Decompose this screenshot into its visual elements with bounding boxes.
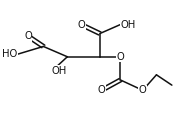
Text: O: O [77,19,85,30]
Text: O: O [117,52,124,62]
Text: OH: OH [52,66,67,76]
Text: OH: OH [121,19,136,30]
Text: O: O [98,85,105,95]
Text: HO: HO [2,49,18,59]
Text: O: O [24,31,32,41]
Text: O: O [139,85,147,95]
